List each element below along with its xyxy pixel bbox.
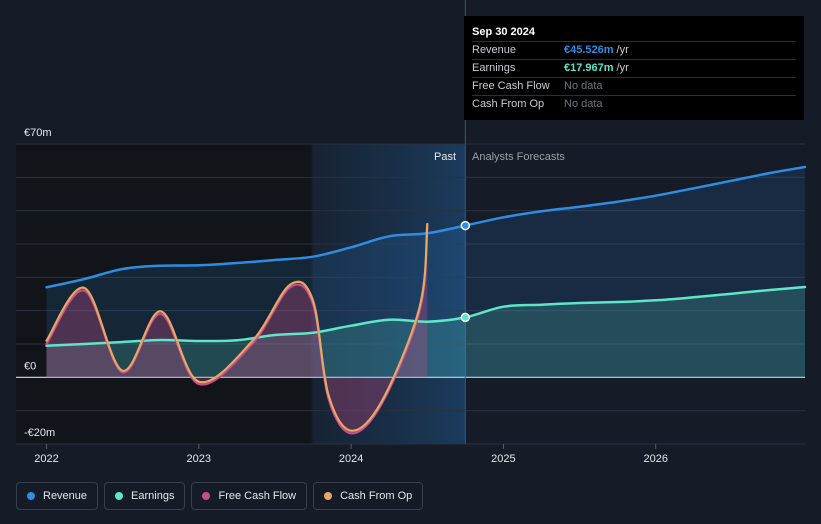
tooltip-label: Free Cash Flow (472, 80, 550, 92)
tooltip-row-revenue: Revenue €45.526m /yr (472, 41, 796, 59)
x-tick-label: 2022 (34, 453, 58, 465)
legend-label: Free Cash Flow (218, 490, 297, 502)
legend: Revenue Earnings Free Cash Flow Cash Fro… (16, 482, 424, 510)
tooltip: Sep 30 2024 Revenue €45.526m /yr Earning… (464, 16, 804, 120)
legend-item-revenue[interactable]: Revenue (16, 482, 99, 510)
tooltip-date: Sep 30 2024 (472, 26, 535, 38)
legend-item-free-cash-flow[interactable]: Free Cash Flow (191, 482, 308, 510)
series-lines (45, 165, 807, 435)
legend-label: Earnings (131, 490, 175, 502)
earnings-dot-icon (115, 492, 124, 500)
revenue-marker (460, 220, 471, 231)
past-region (311, 144, 466, 444)
tooltip-value: €45.526m (564, 44, 614, 56)
x-tick-label: 2026 (643, 453, 667, 465)
earnings-area (46, 287, 805, 378)
x-tick-label: 2024 (339, 453, 363, 465)
legend-label: Cash From Op (340, 490, 413, 502)
y-axis: €70m €0 -€20m (24, 127, 55, 439)
free-cash-flow-dot-icon (202, 492, 211, 500)
tooltip-value: No data (564, 98, 603, 110)
markers (460, 220, 471, 323)
y-tick-label: -€20m (24, 427, 55, 439)
revenue-dot-icon (27, 492, 35, 500)
x-tick-label: 2023 (187, 453, 211, 465)
tooltip-value: €17.967m (564, 62, 614, 74)
tooltip-label: Earnings (472, 62, 516, 74)
x-axis: 2022 2023 2024 2025 2026 (34, 444, 668, 465)
tooltip-value: No data (564, 80, 603, 92)
tooltip-row-free-cash-flow: Free Cash Flow No data (472, 77, 796, 95)
cash-from-op-line (45, 222, 429, 432)
legend-item-earnings[interactable]: Earnings (104, 482, 186, 510)
tooltip-unit: /yr (616, 44, 629, 56)
tooltip-row-cash-from-op: Cash From Op No data (472, 95, 796, 113)
legend-item-cash-from-op[interactable]: Cash From Op (313, 482, 424, 510)
earnings-line (45, 285, 807, 347)
tooltip-label: Revenue (472, 44, 517, 56)
earnings-marker (460, 312, 471, 323)
cash-from-op-dot-icon (324, 492, 333, 500)
x-tick-label: 2025 (491, 453, 515, 465)
legend-label: Revenue (43, 490, 88, 502)
tooltip-row-earnings: Earnings €17.967m /yr (472, 59, 796, 77)
forecast-label: Analysts Forecasts (472, 151, 565, 163)
y-tick-label: €70m (24, 127, 52, 139)
tooltip-label: Cash From Op (472, 98, 545, 110)
plot-dark-region (16, 144, 313, 444)
tooltip-unit: /yr (616, 62, 629, 74)
past-label: Past (434, 151, 456, 163)
free-cash-flow-area (46, 227, 428, 434)
y-tick-label: €0 (24, 360, 36, 372)
